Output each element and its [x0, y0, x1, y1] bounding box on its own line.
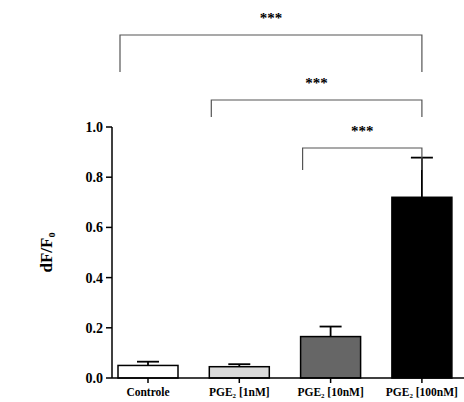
- error-stem: [330, 327, 332, 337]
- error-cap: [320, 326, 342, 328]
- x-tick-label: PGE₂ [1nM]: [209, 386, 270, 398]
- error-cap: [137, 361, 159, 363]
- error-bar: [320, 327, 342, 337]
- error-bar: [137, 362, 159, 366]
- y-tick: [106, 327, 112, 329]
- x-axis: [112, 377, 464, 379]
- bars: [118, 158, 452, 378]
- y-tick: [106, 277, 112, 279]
- x-tick: [421, 378, 423, 383]
- y-tick-label: 0.6: [86, 220, 104, 235]
- significance-bracket: [303, 148, 422, 170]
- y-tick: [106, 126, 112, 128]
- y-tick: [106, 176, 112, 178]
- bar: [301, 337, 361, 378]
- y-axis-label: dF/F₀: [37, 232, 56, 272]
- x-tick: [239, 378, 241, 383]
- bar: [118, 365, 178, 378]
- y-tick-label: 1.0: [86, 120, 104, 135]
- x-tick-label: PGE₂ [100nM]: [386, 386, 458, 398]
- x-tick-label: Controle: [126, 386, 169, 398]
- bar: [209, 367, 269, 378]
- y-tick-label: 0.4: [86, 271, 104, 286]
- y-tick-label: 0.2: [86, 321, 104, 336]
- chart-root: 0.0 0.2 0.4 0.6 0.8 1.0 Controle PGE₂ [1nM] PGE₂…: [0, 0, 464, 402]
- x-tick-label: PGE₂ [10nM]: [297, 386, 363, 398]
- y-tick: [106, 227, 112, 229]
- y-tick-label: 0.8: [86, 170, 104, 185]
- y-axis: [111, 127, 113, 378]
- significance-label: ***: [260, 10, 283, 26]
- error-cap: [228, 363, 250, 365]
- bar: [392, 197, 452, 378]
- significance-label: ***: [305, 75, 328, 91]
- y-tick-label: 0.0: [86, 371, 104, 386]
- x-tick: [330, 378, 332, 383]
- significance-bracket: [120, 35, 422, 72]
- significance-bracket: [211, 100, 422, 117]
- x-tick: [147, 378, 149, 383]
- error-bar: [228, 364, 250, 367]
- chart: 0.0 0.2 0.4 0.6 0.8 1.0 Controle PGE₂ [1nM] PGE₂…: [0, 0, 464, 402]
- significance-label: ***: [351, 123, 374, 139]
- y-tick: [106, 377, 112, 379]
